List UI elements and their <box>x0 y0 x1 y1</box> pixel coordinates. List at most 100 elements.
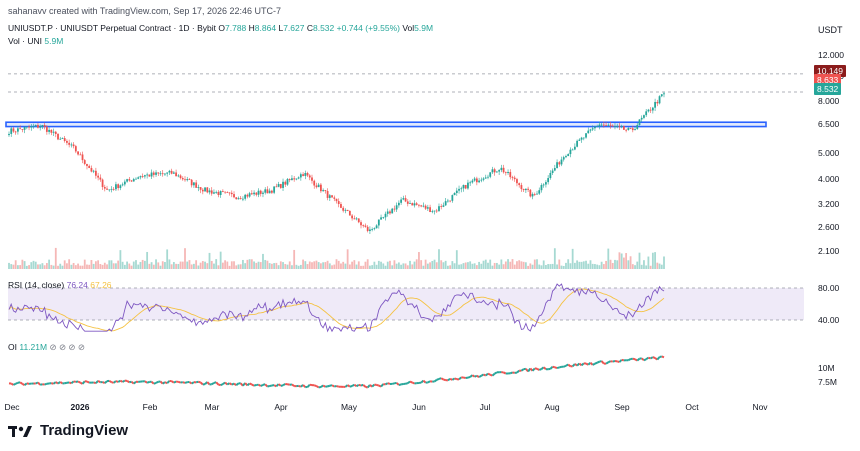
rsi-tick-label: 40.00 <box>818 315 840 325</box>
price-tag-3: 8.532 <box>814 83 842 95</box>
volume-bar <box>43 265 46 269</box>
candle-body <box>475 178 478 183</box>
rsi-legend: RSI (14, close) 76.24 67.26 <box>8 280 112 290</box>
candle-body <box>620 126 623 128</box>
volume-bar <box>166 249 169 269</box>
price-axis[interactable]: 12.00010.0008.0006.5005.0004.0003.2002.6… <box>804 40 860 400</box>
candle-body <box>614 126 616 128</box>
candle-body <box>482 178 485 180</box>
candle-body <box>433 210 436 212</box>
volume-bar <box>17 265 19 269</box>
candle-body <box>589 129 592 131</box>
candle-body <box>97 175 100 178</box>
volume-bar <box>215 259 218 269</box>
volume-bar <box>442 262 445 269</box>
candle-body <box>213 192 215 194</box>
volume-bar <box>663 256 665 269</box>
candle-body <box>39 126 42 128</box>
volume-bar <box>72 262 75 269</box>
candle-body <box>224 191 227 193</box>
oi-segment <box>634 358 638 362</box>
volume-bar <box>406 265 409 269</box>
volume-bar <box>117 260 120 269</box>
volume-bar <box>340 263 342 269</box>
oi-segment <box>485 372 489 377</box>
candle-body <box>322 190 325 192</box>
oi-segment <box>269 384 273 388</box>
candle-body <box>328 195 331 198</box>
volume-bar <box>643 260 645 269</box>
volume-bar <box>533 259 536 269</box>
oi-segment <box>365 385 368 389</box>
oi-segment <box>81 380 86 385</box>
volume-bar <box>259 262 262 269</box>
candle-body <box>660 94 663 97</box>
volume-bar <box>139 261 142 269</box>
candle-body <box>115 184 117 190</box>
volume-bar <box>83 259 86 269</box>
candle-body <box>168 170 171 173</box>
oi-segment <box>86 380 90 384</box>
volume-bar <box>498 264 501 269</box>
volume-bar <box>132 261 135 269</box>
candle-body <box>409 203 411 204</box>
volume-bar <box>618 252 621 269</box>
volume-bar <box>562 265 565 269</box>
volume-bar <box>538 264 541 269</box>
candle-body <box>277 184 280 187</box>
candle-body <box>106 188 108 190</box>
candle-body <box>460 188 463 190</box>
volume-bar <box>39 264 42 269</box>
oi-segment <box>494 371 498 375</box>
ohlc-close: C8.532 <box>306 23 335 33</box>
time-tick-label: Sep <box>614 402 630 412</box>
oi-segment <box>543 366 547 371</box>
candle-body <box>235 197 238 200</box>
ohlc-high: H8.864 <box>248 23 277 33</box>
candle-body <box>54 131 57 134</box>
oi-segment <box>320 384 324 388</box>
candle-body <box>313 180 316 186</box>
time-tick-label: 2026 <box>70 402 90 412</box>
candle-body <box>351 215 353 219</box>
candle-body <box>616 125 619 127</box>
oi-segment <box>55 381 59 385</box>
candle-body <box>304 173 307 176</box>
candle-body <box>413 203 416 206</box>
volume-bar <box>569 263 572 269</box>
volume-bar <box>355 264 358 269</box>
candle-body <box>520 185 523 190</box>
oi-segment <box>313 384 317 388</box>
volume-bar <box>97 260 100 269</box>
volume-bar <box>110 260 113 269</box>
oi-segment <box>171 380 175 384</box>
volume-bar <box>242 259 244 269</box>
volume-bar <box>170 264 173 269</box>
oi-segment <box>554 366 558 370</box>
oi-segment <box>306 383 311 388</box>
time-tick-label: Dec <box>4 402 20 412</box>
volume-bar <box>103 262 106 269</box>
oi-segment <box>97 380 101 384</box>
oi-segment <box>222 381 226 385</box>
volume-bar <box>186 261 189 269</box>
volume-bar <box>195 260 198 269</box>
candle-body <box>333 197 336 199</box>
oi-segment <box>491 372 496 377</box>
candle-body <box>438 206 440 211</box>
volume-bar <box>70 264 73 269</box>
candle-body <box>444 201 447 206</box>
candle-body <box>286 179 289 185</box>
candle-body <box>498 170 501 172</box>
volume-bar <box>651 252 654 269</box>
volume-bar <box>496 262 498 269</box>
volume-bar <box>299 264 302 269</box>
oi-segment <box>44 382 48 386</box>
candle-body <box>210 190 213 194</box>
candle-body <box>538 190 541 194</box>
volume-bar <box>435 262 438 269</box>
candle-body <box>275 186 278 188</box>
symbol-ohlc-line: UNIUSDT.P · UNIUSDT Perpetual Contract ·… <box>8 23 433 33</box>
oi-segment <box>12 382 17 386</box>
